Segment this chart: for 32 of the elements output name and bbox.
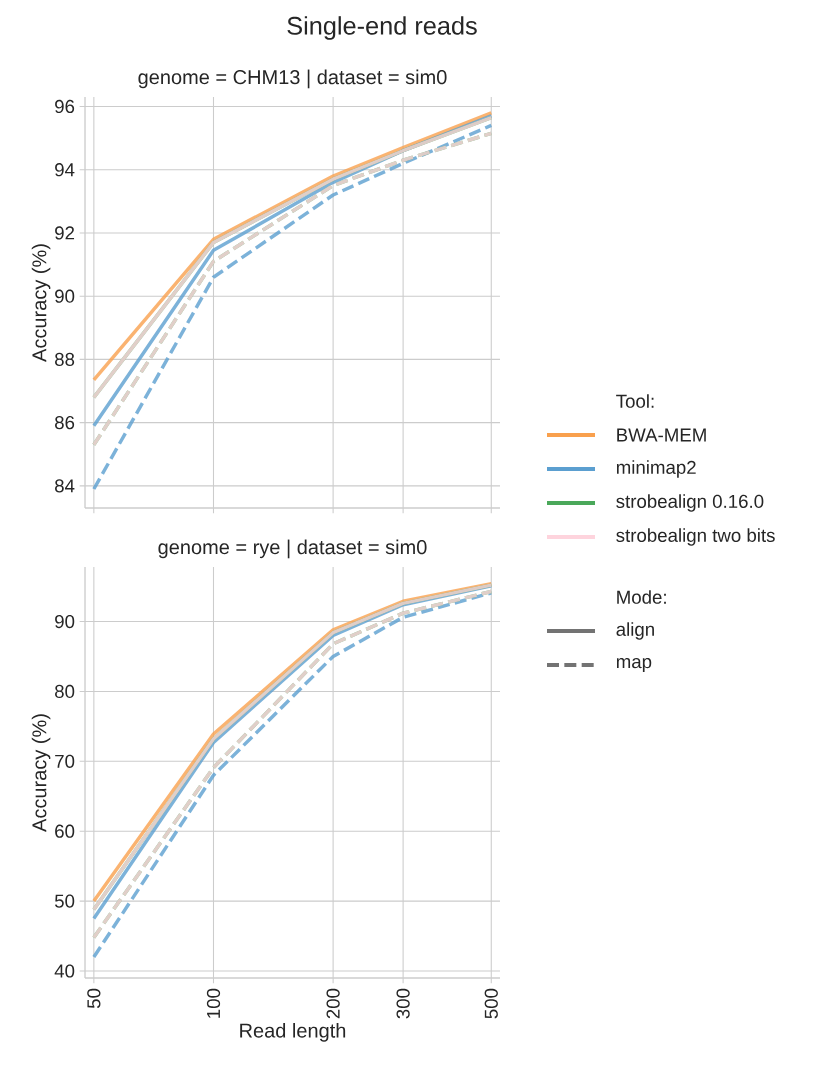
legend-label: strobealign two bits — [616, 528, 775, 546]
x-axis-title: Read length — [240, 1023, 346, 1042]
x-tick-label: 200 — [326, 988, 340, 1019]
text: align — [616, 622, 654, 640]
y-axis-title: Accuracy (%) — [31, 244, 51, 362]
y-tick-label: 92 — [55, 226, 75, 240]
y-tick-label: 86 — [55, 416, 75, 430]
legend-title: Tool: — [616, 394, 654, 408]
chart-subtitle: genome = rye | dataset = sim0 — [158, 539, 427, 559]
x-tick-label: 100 — [206, 988, 221, 1018]
y-tick-label: 84 — [55, 479, 75, 493]
text: map — [616, 658, 652, 672]
y-tick-label: 94 — [55, 163, 75, 177]
chart-subtitle: genome = CHM13 | dataset = sim0 — [138, 69, 447, 89]
legend-label: strobealign 0.16.0 — [616, 494, 764, 512]
y-tick-label: 40 — [54, 964, 75, 978]
text: Mode: — [617, 590, 666, 604]
legend-label: BWA-MEM — [617, 428, 706, 442]
y-tick-label: 60 — [55, 824, 75, 838]
y-tick-label: 88 — [55, 352, 75, 367]
legend-label: minimap2 — [616, 460, 696, 478]
y-tick-label: 50 — [54, 894, 75, 908]
y-tick-label: 90 — [55, 614, 75, 629]
y-tick-label: 80 — [55, 684, 75, 699]
y-tick-label: 70 — [55, 754, 75, 768]
y-tick-label: 90 — [55, 289, 75, 303]
x-tick-label: 500 — [484, 988, 498, 1019]
y-axis-title: Accuracy (%) — [31, 714, 51, 832]
y-tick-label: 96 — [55, 99, 75, 114]
x-tick-label: 300 — [396, 988, 410, 1019]
chart-title: Single-end reads — [287, 16, 477, 40]
x-tick-label: 50 — [87, 988, 101, 1009]
